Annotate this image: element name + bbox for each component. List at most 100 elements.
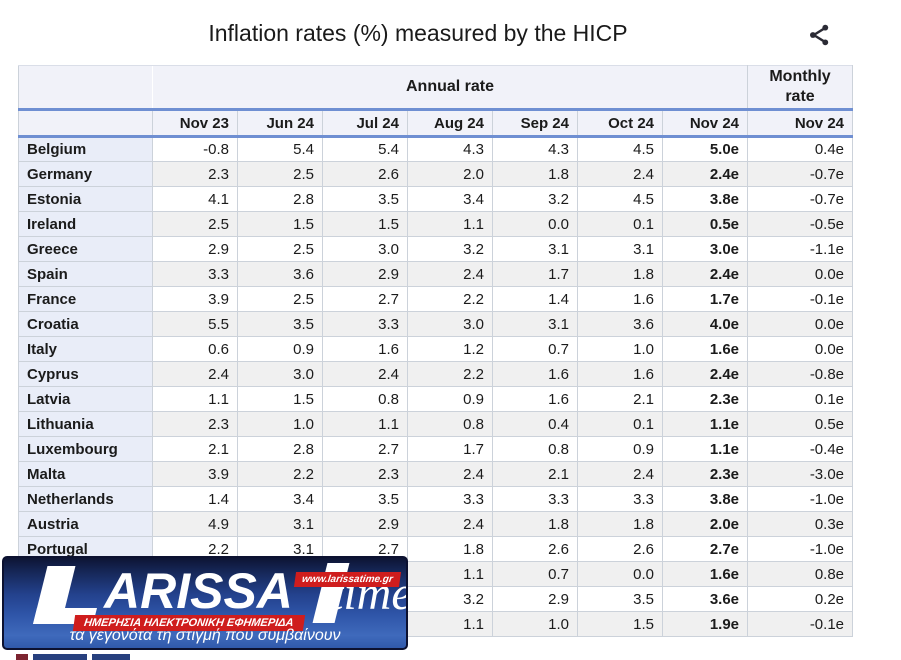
value-cell: 1.7e <box>661 286 749 312</box>
value-cell: 1.7 <box>407 436 493 462</box>
value-cell: 0.7 <box>492 336 578 362</box>
value-cell: 1.0 <box>577 336 663 362</box>
value-cell: 1.6 <box>322 336 408 362</box>
value-cell: 3.4 <box>237 486 323 512</box>
value-cell: 3.5 <box>577 586 663 612</box>
value-cell: 2.6 <box>577 536 663 562</box>
table-row: Latvia 1.1 1.5 0.8 0.9 1.6 2.1 2.3e 0.1e <box>18 386 854 412</box>
value-cell: 3.3 <box>577 486 663 512</box>
country-cell: Estonia <box>18 186 153 212</box>
table-row: Croatia 5.5 3.5 3.3 3.0 3.1 3.6 4.0e 0.0e <box>18 311 854 337</box>
monthly-value-cell: -0.1e <box>747 611 854 637</box>
monthly-value-cell: -0.7e <box>747 186 854 212</box>
watermark-tagline: τα γεγονότα τη στιγμή που συμβαίνουν <box>69 627 341 644</box>
table-row: Italy 0.6 0.9 1.6 1.2 0.7 1.0 1.6e 0.0e <box>18 336 854 362</box>
country-cell: Malta <box>18 461 153 487</box>
cut-off-text-fragment <box>16 654 28 660</box>
inflation-table: Annual rate Monthly rate Nov 23 Jun 24 Jul 24… <box>18 65 854 637</box>
monthly-value-cell: 0.8e <box>747 561 854 587</box>
monthly-value-cell: -0.7e <box>747 161 854 187</box>
value-cell: 1.1 <box>407 211 493 237</box>
monthly-value-cell: -0.8e <box>747 361 854 387</box>
value-cell: 3.3 <box>152 261 238 287</box>
value-cell: 1.6e <box>661 561 749 587</box>
value-cell: 4.3 <box>407 136 493 162</box>
annual-rate-header: Annual rate <box>151 65 749 111</box>
value-cell: 1.6 <box>577 361 663 387</box>
value-cell: 1.2 <box>407 336 493 362</box>
value-cell: 2.4e <box>661 361 749 387</box>
monthly-value-cell: 0.3e <box>747 511 854 537</box>
value-cell: 2.3e <box>661 461 749 487</box>
value-cell: 0.9 <box>237 336 323 362</box>
value-cell: 1.6e <box>661 336 749 362</box>
month-column-header: Nov 24 <box>661 109 749 138</box>
value-cell: 1.0 <box>237 411 323 437</box>
value-cell: 0.9 <box>407 386 493 412</box>
value-cell: 2.7 <box>322 286 408 312</box>
value-cell: 2.4 <box>577 161 663 187</box>
value-cell: 1.4 <box>492 286 578 312</box>
value-cell: 1.1e <box>661 436 749 462</box>
value-cell: 1.6 <box>492 386 578 412</box>
country-cell: Belgium <box>18 136 153 162</box>
monthly-value-cell: 0.2e <box>747 586 854 612</box>
value-cell: 3.2 <box>407 586 493 612</box>
value-cell: 0.5e <box>661 211 749 237</box>
value-cell: 0.9 <box>577 436 663 462</box>
value-cell: 3.9 <box>152 286 238 312</box>
value-cell: 4.9 <box>152 511 238 537</box>
value-cell: 4.0e <box>661 311 749 337</box>
value-cell: 2.4 <box>322 361 408 387</box>
value-cell: 3.5 <box>322 186 408 212</box>
country-cell: Croatia <box>18 311 153 337</box>
value-cell: 3.1 <box>237 511 323 537</box>
value-cell: 1.5 <box>577 611 663 637</box>
month-column-header: Jun 24 <box>237 109 323 138</box>
value-cell: 1.1e <box>661 411 749 437</box>
value-cell: 2.4e <box>661 161 749 187</box>
month-column-header: Jul 24 <box>322 109 408 138</box>
value-cell: 1.8 <box>492 511 578 537</box>
value-cell: 3.1 <box>492 236 578 262</box>
month-column-header: Nov 23 <box>152 109 238 138</box>
value-cell: 3.1 <box>492 311 578 337</box>
share-button[interactable] <box>806 22 832 48</box>
monthly-value-cell: -1.1e <box>747 236 854 262</box>
cut-off-text-fragment <box>92 654 130 660</box>
value-cell: 5.5 <box>152 311 238 337</box>
monthly-value-cell: -0.5e <box>747 211 854 237</box>
value-cell: 2.4 <box>152 361 238 387</box>
value-cell: 2.4 <box>407 511 493 537</box>
value-cell: 2.5 <box>237 236 323 262</box>
value-cell: 0.7 <box>492 561 578 587</box>
value-cell: 1.6 <box>492 361 578 387</box>
value-cell: 3.4 <box>407 186 493 212</box>
value-cell: 3.0 <box>237 361 323 387</box>
monthly-value-cell: -3.0e <box>747 461 854 487</box>
value-cell: 1.1 <box>322 411 408 437</box>
value-cell: 2.2 <box>407 286 493 312</box>
country-cell: Greece <box>18 236 153 262</box>
country-cell: Netherlands <box>18 486 153 512</box>
value-cell: 3.0 <box>407 311 493 337</box>
value-cell: 3.1 <box>577 236 663 262</box>
value-cell: 5.4 <box>322 136 408 162</box>
month-column-header: Aug 24 <box>407 109 493 138</box>
value-cell: 3.0e <box>661 236 749 262</box>
table-row: Luxembourg 2.1 2.8 2.7 1.7 0.8 0.9 1.1e -0.4e <box>18 436 854 462</box>
country-cell: Spain <box>18 261 153 287</box>
value-cell: 3.5 <box>322 486 408 512</box>
value-cell: 2.6 <box>322 161 408 187</box>
value-cell: 1.8 <box>577 511 663 537</box>
value-cell: 1.1 <box>152 386 238 412</box>
value-cell: 1.1 <box>407 611 493 637</box>
value-cell: 1.8 <box>492 161 578 187</box>
value-cell: 3.6e <box>661 586 749 612</box>
value-cell: 2.1 <box>492 461 578 487</box>
country-cell: Luxembourg <box>18 436 153 462</box>
value-cell: 1.8 <box>577 261 663 287</box>
table-row: Belgium -0.8 5.4 5.4 4.3 4.3 4.5 5.0e 0.4e <box>18 136 854 162</box>
table-row: Germany 2.3 2.5 2.6 2.0 1.8 2.4 2.4e -0.7e <box>18 161 854 187</box>
